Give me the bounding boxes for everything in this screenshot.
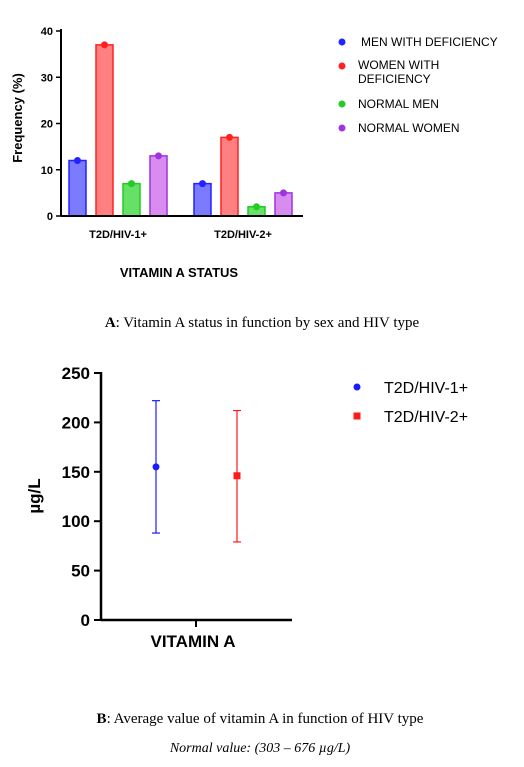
caption-a-text: : Vitamin A status in function by sex an…	[116, 315, 420, 331]
caption-a: A: Vitamin A status in function by sex a…	[105, 315, 420, 331]
panel-a-bar	[193, 182, 212, 217]
panel-a-x-tick-label: T2D/HIV-2+	[214, 229, 272, 241]
panel-b-x-category-label: VITAMIN A	[151, 632, 236, 651]
panel-a-bar-dot	[74, 157, 81, 164]
panel-a-bar	[95, 44, 114, 217]
caption-b: B: Average value of vitamin A in functio…	[97, 711, 424, 727]
panel-a-bar	[68, 159, 87, 217]
panel-b-mean-point	[233, 472, 241, 480]
panel-a-legend-label: NORMAL MEN	[358, 97, 439, 111]
panel-b-y-tick-label: 150	[62, 463, 90, 482]
panel-b-y-axis-label: µg/L	[25, 478, 44, 513]
caption-b-label: B	[97, 711, 107, 727]
panel-a-bar-dot	[101, 41, 108, 49]
panel-a-legend-marker	[338, 100, 346, 108]
panel-a-y-axis-label: Frequency (%)	[10, 73, 25, 163]
panel-a-bar	[220, 136, 239, 217]
panel-b-mean-point	[152, 463, 160, 471]
panel-a-bar-dot	[128, 180, 135, 188]
panel-a-x-axis-label: VITAMIN A STATUS	[120, 265, 239, 280]
panel-a-legend-label-line2: DEFICIENCY	[358, 72, 431, 86]
panel-a-bar-dot	[226, 133, 233, 141]
panel-b-legend-marker	[353, 412, 361, 420]
panel-b-y-tick-label: 50	[71, 562, 90, 581]
panel-b-y-tick-label: 0	[81, 611, 90, 630]
panel-a-legend-marker	[338, 62, 346, 70]
panel-a-legend-marker	[338, 38, 346, 46]
panel-b-legend-marker	[353, 383, 361, 391]
panel-a-y-tick-label: 0	[47, 211, 53, 223]
panel-a-x-tick-label: T2D/HIV-1+	[89, 229, 147, 241]
caption-b-text: : Average value of vitamin A in function…	[107, 711, 424, 727]
panel-b-y-tick-label: 100	[62, 512, 90, 531]
caption-a-label: A	[105, 315, 116, 331]
panel-a-y-tick-label: 40	[41, 26, 53, 38]
panel-a-y-tick-label: 10	[41, 165, 53, 177]
panel-b-error-bar-chart: 0 50 100 150 200 250 VITAMIN A µg/L T2D/HIV-1…	[25, 364, 468, 651]
panel-b-legend: T2D/HIV-1+ T2D/HIV-2+	[353, 380, 468, 426]
panel-a-legend-label: NORMAL WOMEN	[358, 121, 460, 135]
panel-a-legend-label: MEN WITH DEFICIENCY	[361, 35, 498, 49]
panel-a-bar-dot	[155, 152, 162, 160]
panel-a-y-tick-label: 30	[41, 72, 53, 84]
panel-a-bar	[149, 155, 168, 217]
panel-b-y-tick-label: 200	[62, 413, 90, 432]
panel-b-y-tick-label: 250	[62, 364, 90, 383]
panel-a-legend-marker	[338, 124, 346, 132]
panel-a-bar-dot	[280, 189, 287, 197]
panel-b-legend-label: T2D/HIV-2+	[384, 409, 468, 426]
panel-a-bar	[122, 182, 141, 217]
panel-a-legend-label-line1: WOMEN WITH	[358, 58, 439, 72]
panel-a-y-tick-label: 20	[41, 119, 53, 131]
panel-a-bar-dot	[253, 203, 260, 211]
panel-a-bar-chart: 0 10 20 30 40 T2D/HIV-1+ T2D/HIV-2+ Frequency…	[10, 26, 498, 280]
panel-a-bar-dot	[199, 180, 206, 188]
normal-value-note: Normal value: (303 – 676 µg/L)	[169, 741, 351, 756]
panel-b-legend-label: T2D/HIV-1+	[384, 380, 468, 397]
